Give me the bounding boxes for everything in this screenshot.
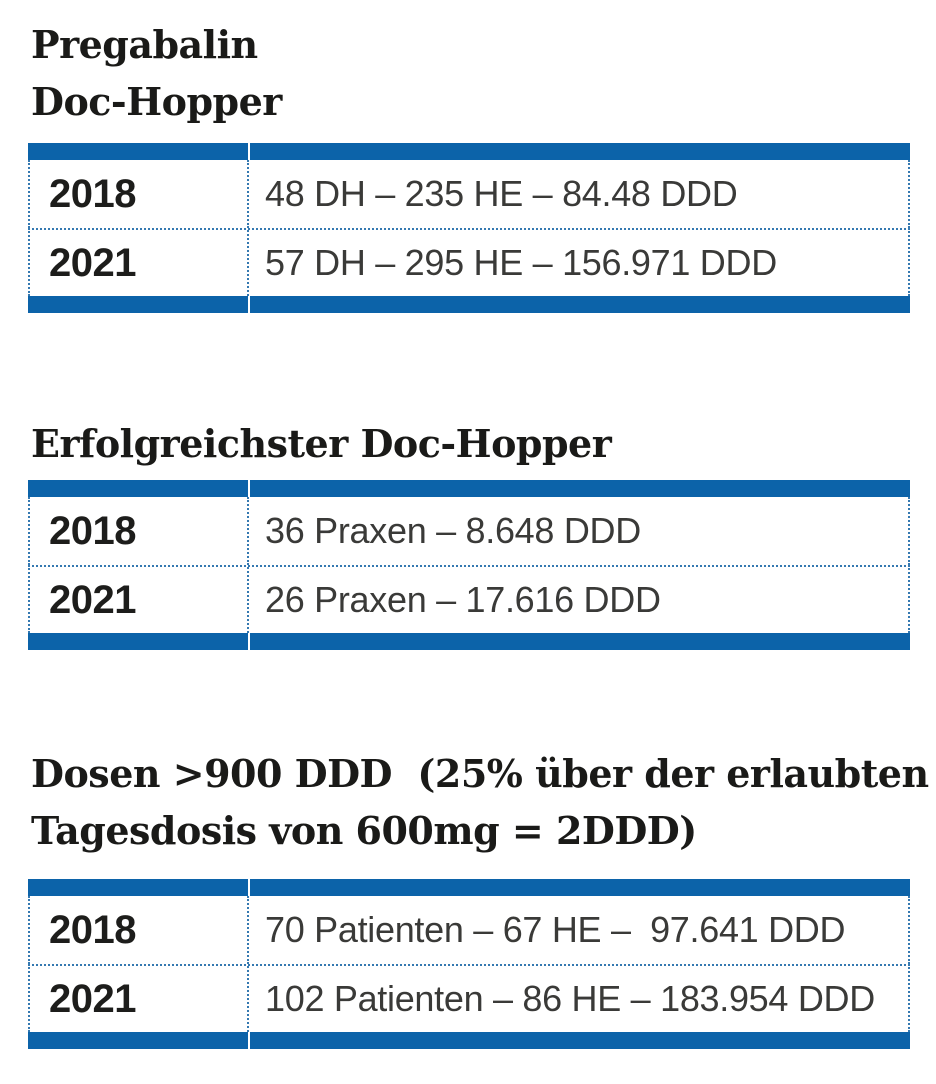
heading-line: Pregabalin: [31, 22, 258, 67]
infographic-page: Pregabalin Doc-Hopper 2018 48 DH – 235 HE…: [0, 16, 936, 1084]
heading-line: Dosen >900 DDD (25% über der erlaubten: [31, 751, 929, 796]
heading-line: Erfolgreichster Doc-Hopper: [31, 421, 612, 466]
top-bar-left-segment: [28, 879, 248, 896]
table-row: 2018 36 Praxen – 8.648 DDD: [28, 497, 910, 565]
table-row: 2021 102 Patienten – 86 HE – 183.954 DDD: [28, 964, 910, 1032]
top-bar-left-segment: [28, 143, 248, 160]
value-cell: 48 DH – 235 HE – 84.48 DDD: [265, 173, 738, 214]
heading-line: Tagesdosis von 600mg = 2DDD): [31, 808, 697, 853]
table-row: 2018 70 Patienten – 67 HE – 97.641 DDD: [28, 896, 910, 964]
value-cell: 57 DH – 295 HE – 156.971 DDD: [265, 242, 777, 283]
section-erfolgreichster-doc-hopper: Erfolgreichster Doc-Hopper 2018 36 Praxe…: [28, 415, 936, 650]
year-cell: 2021: [30, 966, 249, 1032]
bottom-bar-left-segment: [28, 296, 248, 313]
bottom-bar-right-segment: [250, 296, 910, 313]
year-cell: 2018: [30, 896, 249, 964]
year-cell: 2021: [30, 567, 249, 633]
table-bottom-bar: [28, 633, 910, 650]
section-dosen-ueber-900-ddd: Dosen >900 DDD (25% über der erlaubten Ta…: [28, 745, 936, 1049]
data-table: 2018 70 Patienten – 67 HE – 97.641 DDD 2…: [28, 879, 910, 1049]
top-bar-left-segment: [28, 480, 248, 497]
year-cell: 2018: [30, 497, 249, 565]
section-pregabalin-doc-hopper: Pregabalin Doc-Hopper 2018 48 DH – 235 HE…: [28, 16, 936, 313]
table-top-bar: [28, 879, 910, 896]
data-table: 2018 36 Praxen – 8.648 DDD 2021 26 Praxe…: [28, 480, 910, 650]
bottom-bar-right-segment: [250, 633, 910, 650]
bottom-bar-left-segment: [28, 1032, 248, 1049]
table-row: 2021 57 DH – 295 HE – 156.971 DDD: [28, 228, 910, 296]
top-bar-right-segment: [250, 879, 910, 896]
value-cell: 36 Praxen – 8.648 DDD: [265, 510, 641, 551]
table-bottom-bar: [28, 296, 910, 313]
year-cell: 2018: [30, 160, 249, 228]
section-heading: Pregabalin Doc-Hopper: [31, 16, 936, 130]
value-cell: 102 Patienten – 86 HE – 183.954 DDD: [265, 978, 875, 1019]
table-top-bar: [28, 480, 910, 497]
year-cell: 2021: [30, 230, 249, 296]
heading-line: Doc-Hopper: [31, 79, 282, 124]
section-heading: Erfolgreichster Doc-Hopper: [31, 415, 936, 472]
bottom-bar-left-segment: [28, 633, 248, 650]
table-top-bar: [28, 143, 910, 160]
data-table: 2018 48 DH – 235 HE – 84.48 DDD 2021 57 …: [28, 143, 910, 313]
table-row: 2018 48 DH – 235 HE – 84.48 DDD: [28, 160, 910, 228]
section-heading: Dosen >900 DDD (25% über der erlaubten Ta…: [31, 745, 936, 859]
top-bar-right-segment: [250, 480, 910, 497]
table-row: 2021 26 Praxen – 17.616 DDD: [28, 565, 910, 633]
value-cell: 70 Patienten – 67 HE – 97.641 DDD: [265, 909, 846, 950]
bottom-bar-right-segment: [250, 1032, 910, 1049]
top-bar-right-segment: [250, 143, 910, 160]
table-bottom-bar: [28, 1032, 910, 1049]
value-cell: 26 Praxen – 17.616 DDD: [265, 579, 661, 620]
